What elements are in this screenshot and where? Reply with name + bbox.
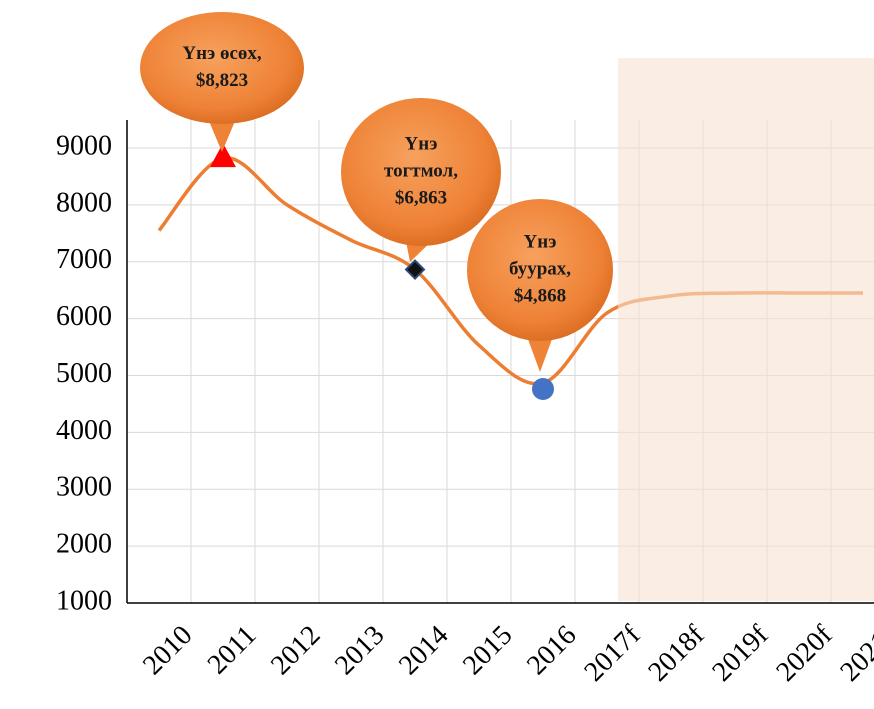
x-tick-label: 2012: [265, 620, 327, 682]
y-tick-label: 4000: [56, 415, 112, 446]
y-tick-label: 6000: [56, 301, 112, 332]
y-tick-label: 7000: [56, 244, 112, 275]
callout-bubble: [467, 199, 613, 341]
callout-bubble: [140, 12, 304, 124]
x-tick-label: 2013: [329, 620, 391, 682]
x-tick-label: 2014: [393, 620, 455, 682]
y-tick-label: 5000: [56, 358, 112, 389]
x-tick-label: 2017f: [578, 619, 647, 688]
callout-text: буурах,: [509, 258, 571, 279]
callout-text: $8,823: [196, 70, 248, 91]
y-tick-label: 1000: [56, 585, 112, 616]
y-tick-label: 8000: [56, 187, 112, 218]
callout-bubble: [341, 98, 501, 246]
callout-text: тогтмол,: [384, 160, 458, 181]
callout: Үнэ тогтмол, $6,863: [341, 98, 501, 262]
callout-text: Үнэ: [405, 133, 438, 154]
y-tick-label: 3000: [56, 472, 112, 503]
marker: [210, 143, 236, 168]
x-tick-label: 2020f: [770, 619, 839, 688]
x-tick-label: 2021f: [834, 619, 874, 688]
marker: [404, 259, 426, 280]
x-tick-label: 2010: [137, 620, 199, 682]
x-tick-label: 2015: [457, 620, 519, 682]
y-tick-label: 2000: [56, 529, 112, 560]
x-tick-label: 2011: [202, 620, 263, 681]
forecast-region: [618, 58, 874, 601]
x-tick-label: 2019f: [706, 619, 775, 688]
callout-text: Үнэ өсөх,: [182, 43, 262, 64]
marker: [532, 378, 554, 401]
callout: Үнэ буурах, $4,868: [467, 199, 613, 372]
callout-pointer: [525, 331, 555, 372]
callout-text: $4,868: [514, 285, 566, 306]
callout-text: Үнэ: [524, 231, 557, 252]
x-tick-label: 2016: [521, 620, 583, 682]
y-tick-label: 9000: [56, 130, 112, 161]
x-tick-label: 2018f: [642, 619, 711, 688]
callout-text: $6,863: [395, 187, 447, 208]
callout: Үнэ өсөх, $8,823: [140, 12, 304, 152]
